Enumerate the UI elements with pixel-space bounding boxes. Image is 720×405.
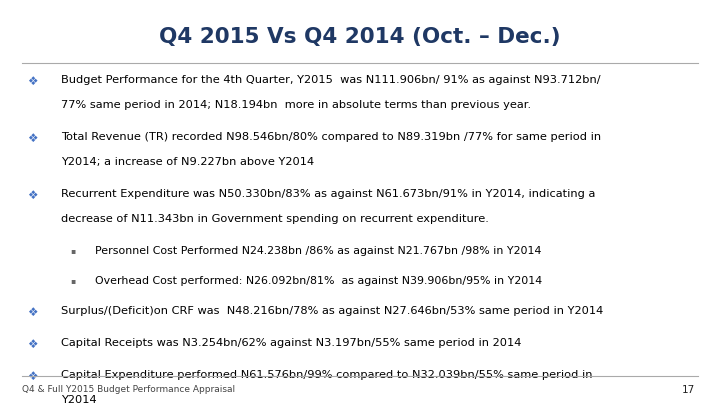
Text: Y2014: Y2014 bbox=[61, 395, 96, 405]
Text: ❖: ❖ bbox=[27, 370, 38, 383]
Text: Capital Expenditure performed N61.576bn/99% compared to N32.039bn/55% same perio: Capital Expenditure performed N61.576bn/… bbox=[61, 370, 593, 380]
Text: 77% same period in 2014; N18.194bn  more in absolute terms than previous year.: 77% same period in 2014; N18.194bn more … bbox=[61, 100, 531, 110]
Text: Q4 & Full Y2015 Budget Performance Appraisal: Q4 & Full Y2015 Budget Performance Appra… bbox=[22, 385, 235, 394]
Text: 17: 17 bbox=[682, 385, 695, 394]
Text: Q4 2015 Vs Q4 2014 (Oct. – Dec.): Q4 2015 Vs Q4 2014 (Oct. – Dec.) bbox=[159, 27, 561, 47]
Text: Surplus/(Deficit)on CRF was  N48.216bn/78% as against N27.646bn/53% same period : Surplus/(Deficit)on CRF was N48.216bn/78… bbox=[61, 306, 603, 316]
Text: Overhead Cost performed: N26.092bn/81%  as against N39.906bn/95% in Y2014: Overhead Cost performed: N26.092bn/81% a… bbox=[95, 276, 542, 286]
Text: ❖: ❖ bbox=[27, 189, 38, 202]
Text: Budget Performance for the 4th Quarter, Y2015  was N111.906bn/ 91% as against N9: Budget Performance for the 4th Quarter, … bbox=[61, 75, 600, 85]
Text: Capital Receipts was N3.254bn/62% against N3.197bn/55% same period in 2014: Capital Receipts was N3.254bn/62% agains… bbox=[61, 338, 521, 348]
Text: Recurrent Expenditure was N50.330bn/83% as against N61.673bn/91% in Y2014, indic: Recurrent Expenditure was N50.330bn/83% … bbox=[61, 189, 595, 199]
Text: ❖: ❖ bbox=[27, 75, 38, 88]
Text: ▪: ▪ bbox=[71, 276, 76, 285]
Text: decrease of N11.343bn in Government spending on recurrent expenditure.: decrease of N11.343bn in Government spen… bbox=[61, 214, 489, 224]
Text: Personnel Cost Performed N24.238bn /86% as against N21.767bn /98% in Y2014: Personnel Cost Performed N24.238bn /86% … bbox=[95, 246, 541, 256]
Text: ❖: ❖ bbox=[27, 132, 38, 145]
Text: ❖: ❖ bbox=[27, 306, 38, 319]
Text: Y2014; a increase of N9.227bn above Y2014: Y2014; a increase of N9.227bn above Y201… bbox=[61, 157, 315, 167]
Text: Total Revenue (TR) recorded N98.546bn/80% compared to N89.319bn /77% for same pe: Total Revenue (TR) recorded N98.546bn/80… bbox=[61, 132, 601, 142]
Text: ▪: ▪ bbox=[71, 246, 76, 255]
Text: ❖: ❖ bbox=[27, 338, 38, 351]
